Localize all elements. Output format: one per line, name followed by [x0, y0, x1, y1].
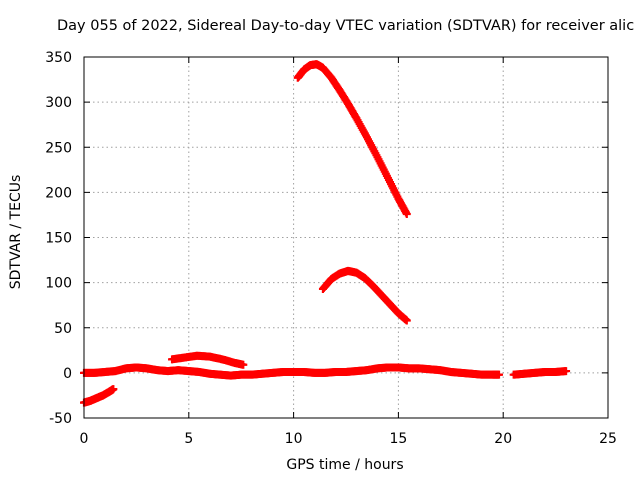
- plot-frame: [83, 56, 609, 419]
- data-point: [495, 370, 504, 379]
- grid-layer: [84, 57, 608, 418]
- y-tick-label: 0: [63, 366, 72, 382]
- data-point: [402, 210, 411, 219]
- y-tick-label: 300: [45, 95, 72, 111]
- x-tick-label: 5: [184, 431, 193, 447]
- series-upper-arc: [293, 60, 411, 219]
- y-tick-label: 150: [45, 231, 72, 247]
- series-middle-arc: [318, 266, 411, 325]
- series-baseline-b: [509, 367, 571, 379]
- x-axis-label: GPS time / hours: [286, 457, 404, 473]
- data-point: [562, 367, 571, 376]
- data-point: [239, 360, 248, 369]
- y-tick-label: 350: [45, 50, 72, 66]
- x-tick-label: 10: [285, 431, 303, 447]
- x-tick-label: 25: [599, 431, 617, 447]
- y-tick-label: 50: [54, 321, 72, 337]
- data-point: [109, 385, 118, 394]
- y-tick-label: 250: [45, 140, 72, 156]
- x-tick-label: 20: [494, 431, 512, 447]
- x-tick-label: 0: [80, 431, 89, 447]
- series-early-rise: [80, 385, 118, 407]
- tick-layer: 0 5 10 15 20 25 -50 0 50 100 150 200 250 300 350: [45, 50, 617, 447]
- chart-title: Day 055 of 2022, Sidereal Day-to-day VTE…: [57, 18, 635, 34]
- data-layer: [80, 60, 571, 407]
- x-tick-label: 15: [389, 431, 407, 447]
- y-tick-label: -50: [49, 411, 72, 427]
- data-point: [402, 316, 411, 325]
- series-mid-arc: [168, 351, 248, 369]
- y-tick-label: 100: [45, 276, 72, 292]
- y-tick-label: 200: [45, 185, 72, 201]
- series-baseline-a: [80, 363, 504, 380]
